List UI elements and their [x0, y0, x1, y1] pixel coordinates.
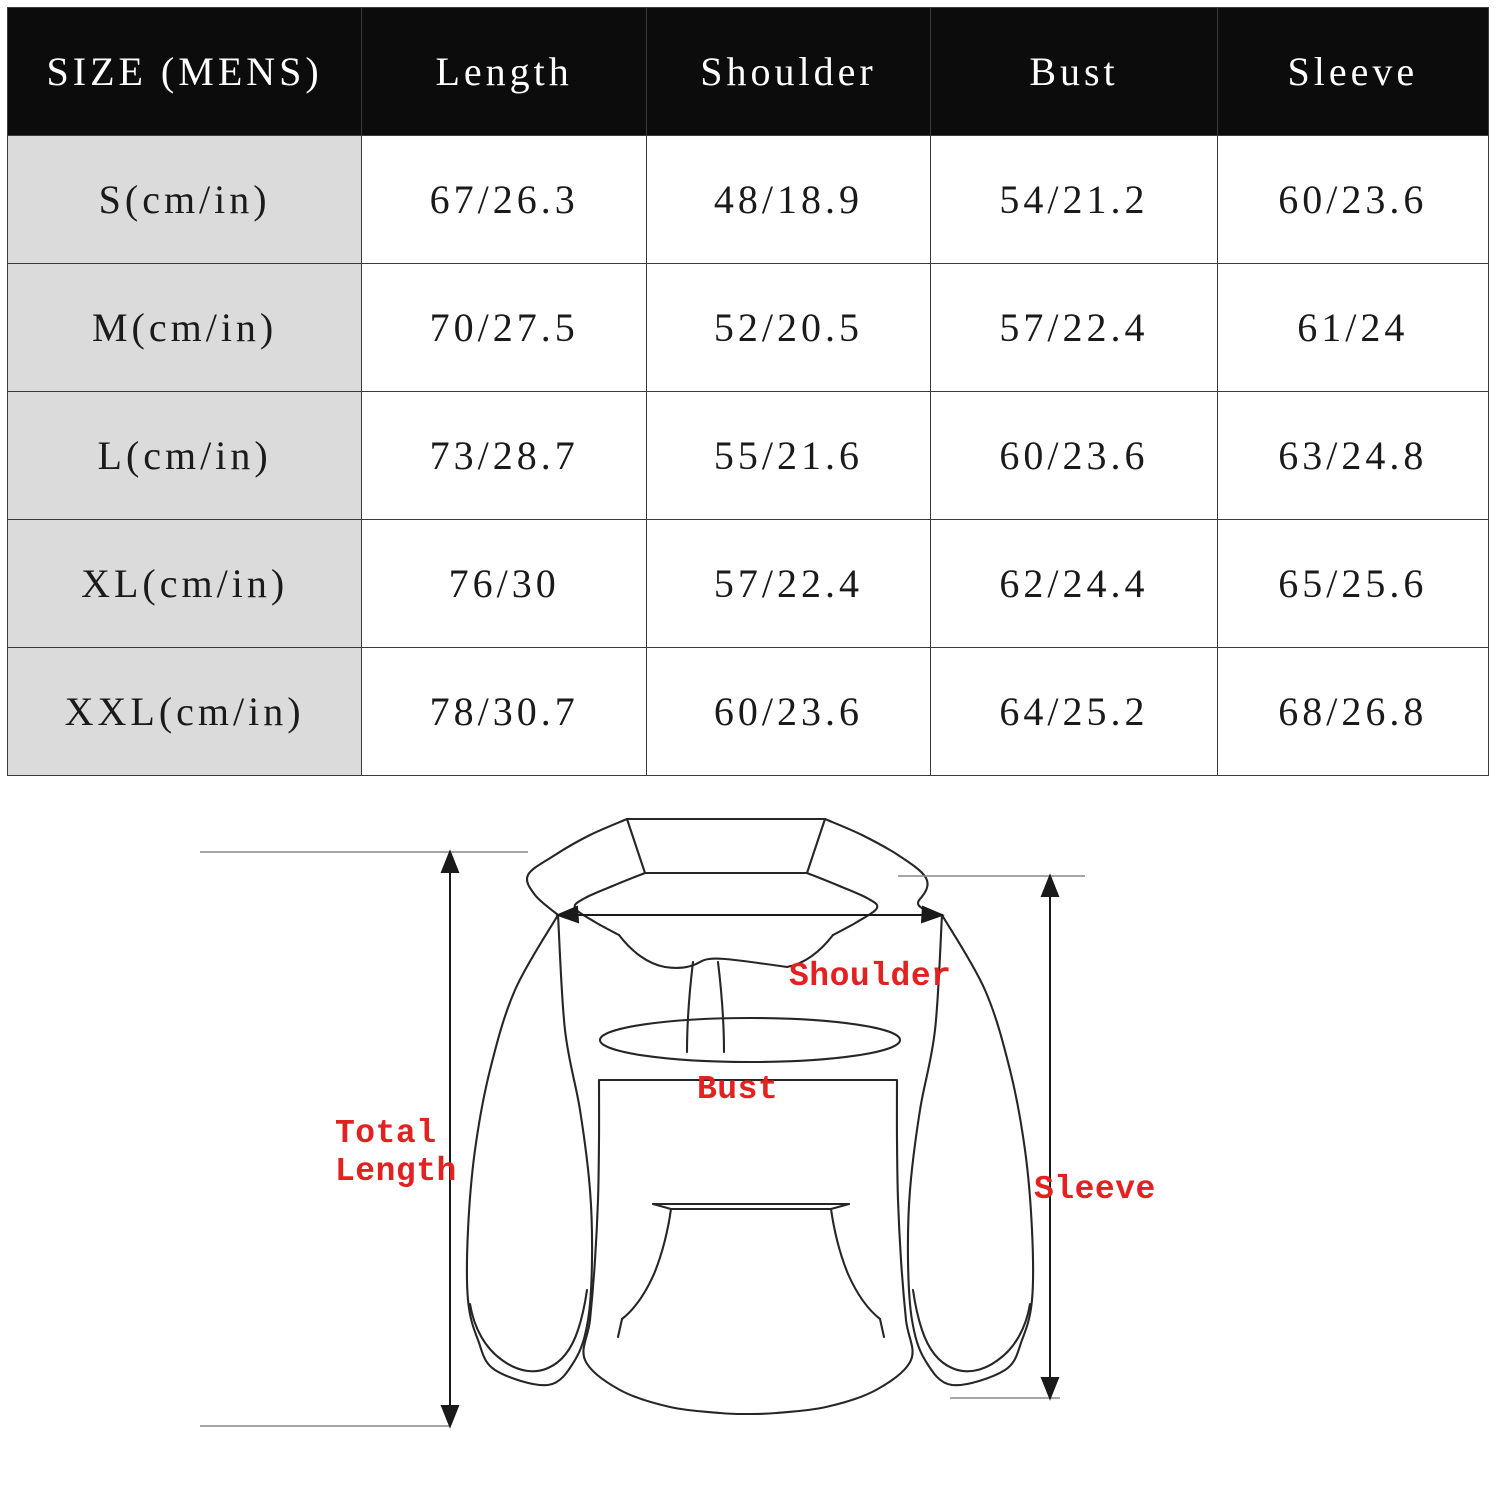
svg-text:Total: Total [335, 1115, 437, 1152]
svg-text:Shoulder: Shoulder [789, 958, 951, 995]
svg-text:Sleeve: Sleeve [1034, 1171, 1156, 1208]
svg-text:Bust: Bust [697, 1071, 778, 1108]
svg-text:Length: Length [335, 1153, 457, 1190]
